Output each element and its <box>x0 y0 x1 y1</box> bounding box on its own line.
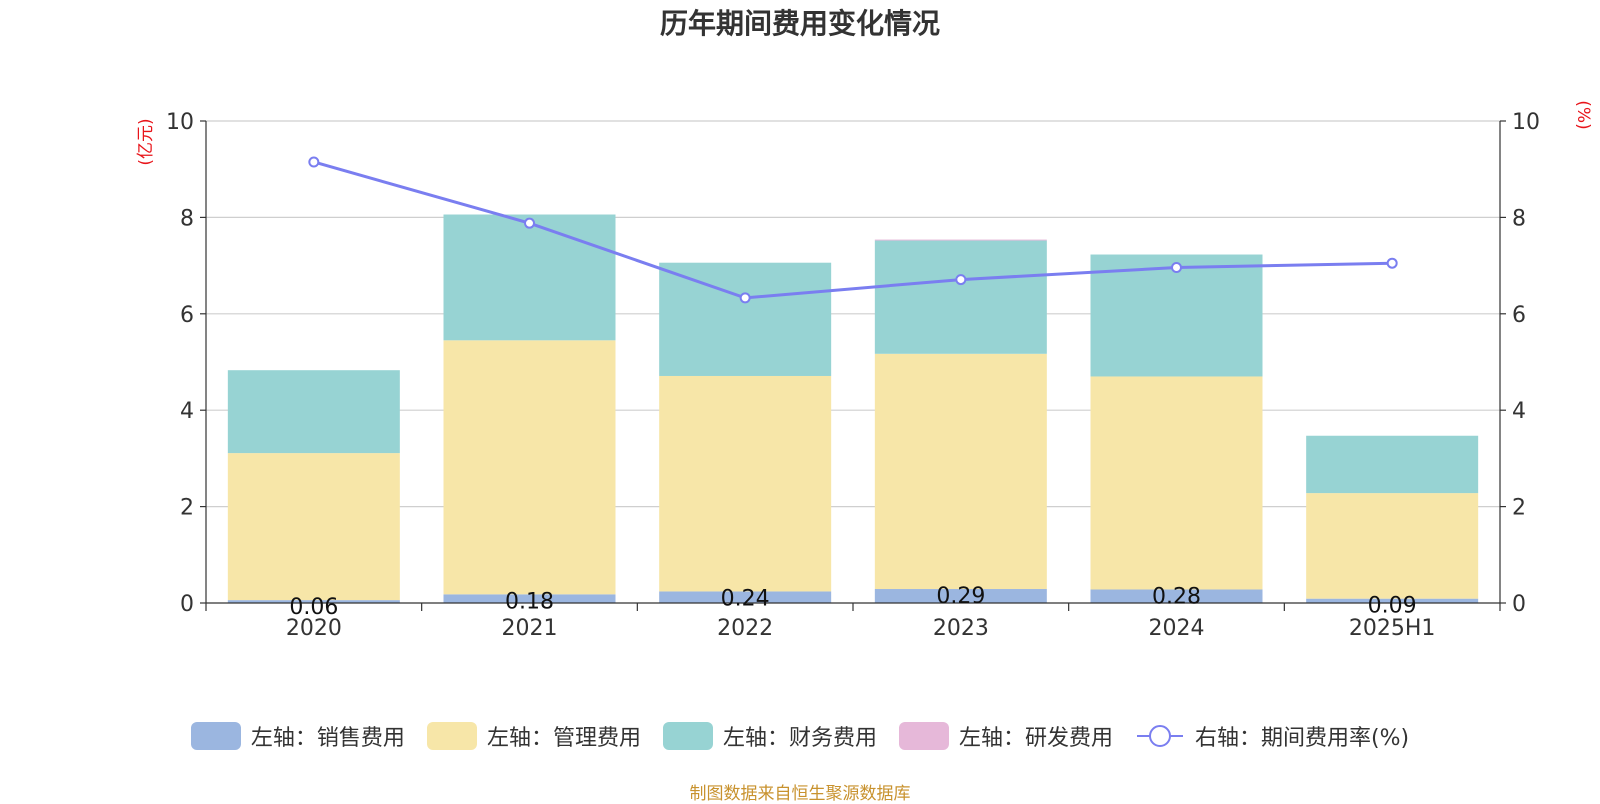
bar-value-label: 0.09 <box>1368 594 1417 619</box>
legend-swatch <box>898 722 949 750</box>
right-tick-label: 4 <box>1512 399 1526 424</box>
right-tick-label: 2 <box>1512 496 1526 521</box>
chart-title: 历年期间费用变化情况 <box>659 7 940 40</box>
right-tick-label: 6 <box>1512 303 1526 328</box>
rate-point <box>524 217 535 229</box>
left-tick-label: 8 <box>180 206 194 231</box>
legend-swatch <box>426 722 477 750</box>
bar-segment-s2 <box>659 262 832 376</box>
legend-line-marker <box>1136 725 1183 747</box>
legend-item[interactable]: 左轴：销售费用 <box>190 720 405 752</box>
bar-segment-s0 <box>443 594 616 603</box>
bar-segment-s0 <box>227 600 400 603</box>
legend-item[interactable]: 右轴：期间费用率(%) <box>1135 720 1409 752</box>
bar-value-label: 0.29 <box>936 584 985 609</box>
bar-segment-s1 <box>443 340 616 595</box>
legend-swatch <box>662 722 713 750</box>
x-tick-label: 2023 <box>933 616 989 641</box>
bar-segment-s2 <box>227 370 400 454</box>
bar-segment-s1 <box>874 353 1047 590</box>
legend-label: 右轴：期间费用率(%) <box>1194 726 1410 751</box>
bar-layer <box>227 214 1479 603</box>
bar-segment-s1 <box>227 453 400 601</box>
bar-segment-s1 <box>659 375 832 592</box>
bar-segment-s0 <box>1090 589 1263 603</box>
left-tick-label: 4 <box>180 399 194 424</box>
bar-segment-s2 <box>874 240 1047 354</box>
axes: 0 2 4 6 8 10 0 2 4 6 8 10 2020 2021 2022 2023 2024 2025H1 <box>166 110 1540 641</box>
right-tick-label: 8 <box>1512 206 1526 231</box>
x-tick-label: 2024 <box>1149 616 1205 641</box>
bar-segment-s1 <box>1306 493 1479 599</box>
bar-segment-s0 <box>874 589 1047 603</box>
right-tick-label: 10 <box>1512 110 1540 135</box>
x-tick-label: 2020 <box>286 616 342 641</box>
data-labels: 0.06 0.18 0.24 0.29 0.28 0.09 <box>289 584 1416 620</box>
rate-line <box>313 160 1393 300</box>
legend-label: 左轴：研发费用 <box>958 726 1113 751</box>
left-tick-label: 0 <box>180 592 194 617</box>
rate-point <box>308 156 320 168</box>
bar-segment-s3 <box>874 239 1047 241</box>
legend-item[interactable]: 左轴：研发费用 <box>898 720 1113 752</box>
bar-value-label: 0.06 <box>289 595 338 620</box>
legend-label: 左轴：财务费用 <box>722 726 877 751</box>
right-tick-label: 0 <box>1512 592 1526 617</box>
bar-segment-s2 <box>1090 254 1263 377</box>
grid-lines <box>206 120 1500 508</box>
bar-segment-s0 <box>659 591 832 603</box>
legend-label: 左轴：管理费用 <box>486 726 641 751</box>
legend-label: 左轴：销售费用 <box>250 726 405 751</box>
bar-segment-s0 <box>1306 598 1479 603</box>
bar-value-label: 0.24 <box>721 586 770 611</box>
left-tick-label: 10 <box>166 110 194 135</box>
bar-value-label: 0.18 <box>505 589 554 614</box>
right-axis-unit: (%) <box>1573 100 1593 129</box>
rate-point <box>955 274 967 286</box>
legend-item[interactable]: 左轴：财务费用 <box>662 720 877 752</box>
bar-segment-s2 <box>1306 435 1479 494</box>
rate-line-layer <box>308 156 1398 304</box>
rate-point <box>1386 257 1398 269</box>
bar-value-label: 0.28 <box>1152 585 1201 610</box>
legend-swatch <box>190 722 241 750</box>
left-tick-label: 6 <box>180 303 194 328</box>
bar-segment-s1 <box>1090 376 1263 590</box>
legend: 左轴：销售费用 左轴：管理费用 左轴：财务费用 左轴：研发费用 右轴：期间费用率(%) <box>0 718 1600 754</box>
bar-segment-s2 <box>443 214 616 341</box>
legend-item[interactable]: 左轴：管理费用 <box>426 720 641 752</box>
rate-point <box>739 292 751 304</box>
rate-point <box>1171 262 1182 274</box>
x-tick-label: 2025H1 <box>1349 616 1436 641</box>
x-tick-label: 2022 <box>717 616 773 641</box>
left-axis-unit: (亿元) <box>136 118 156 165</box>
source-note: 制图数据来自恒生聚源数据库 <box>689 784 911 804</box>
left-tick-label: 2 <box>180 496 194 521</box>
x-tick-label: 2021 <box>502 616 558 641</box>
